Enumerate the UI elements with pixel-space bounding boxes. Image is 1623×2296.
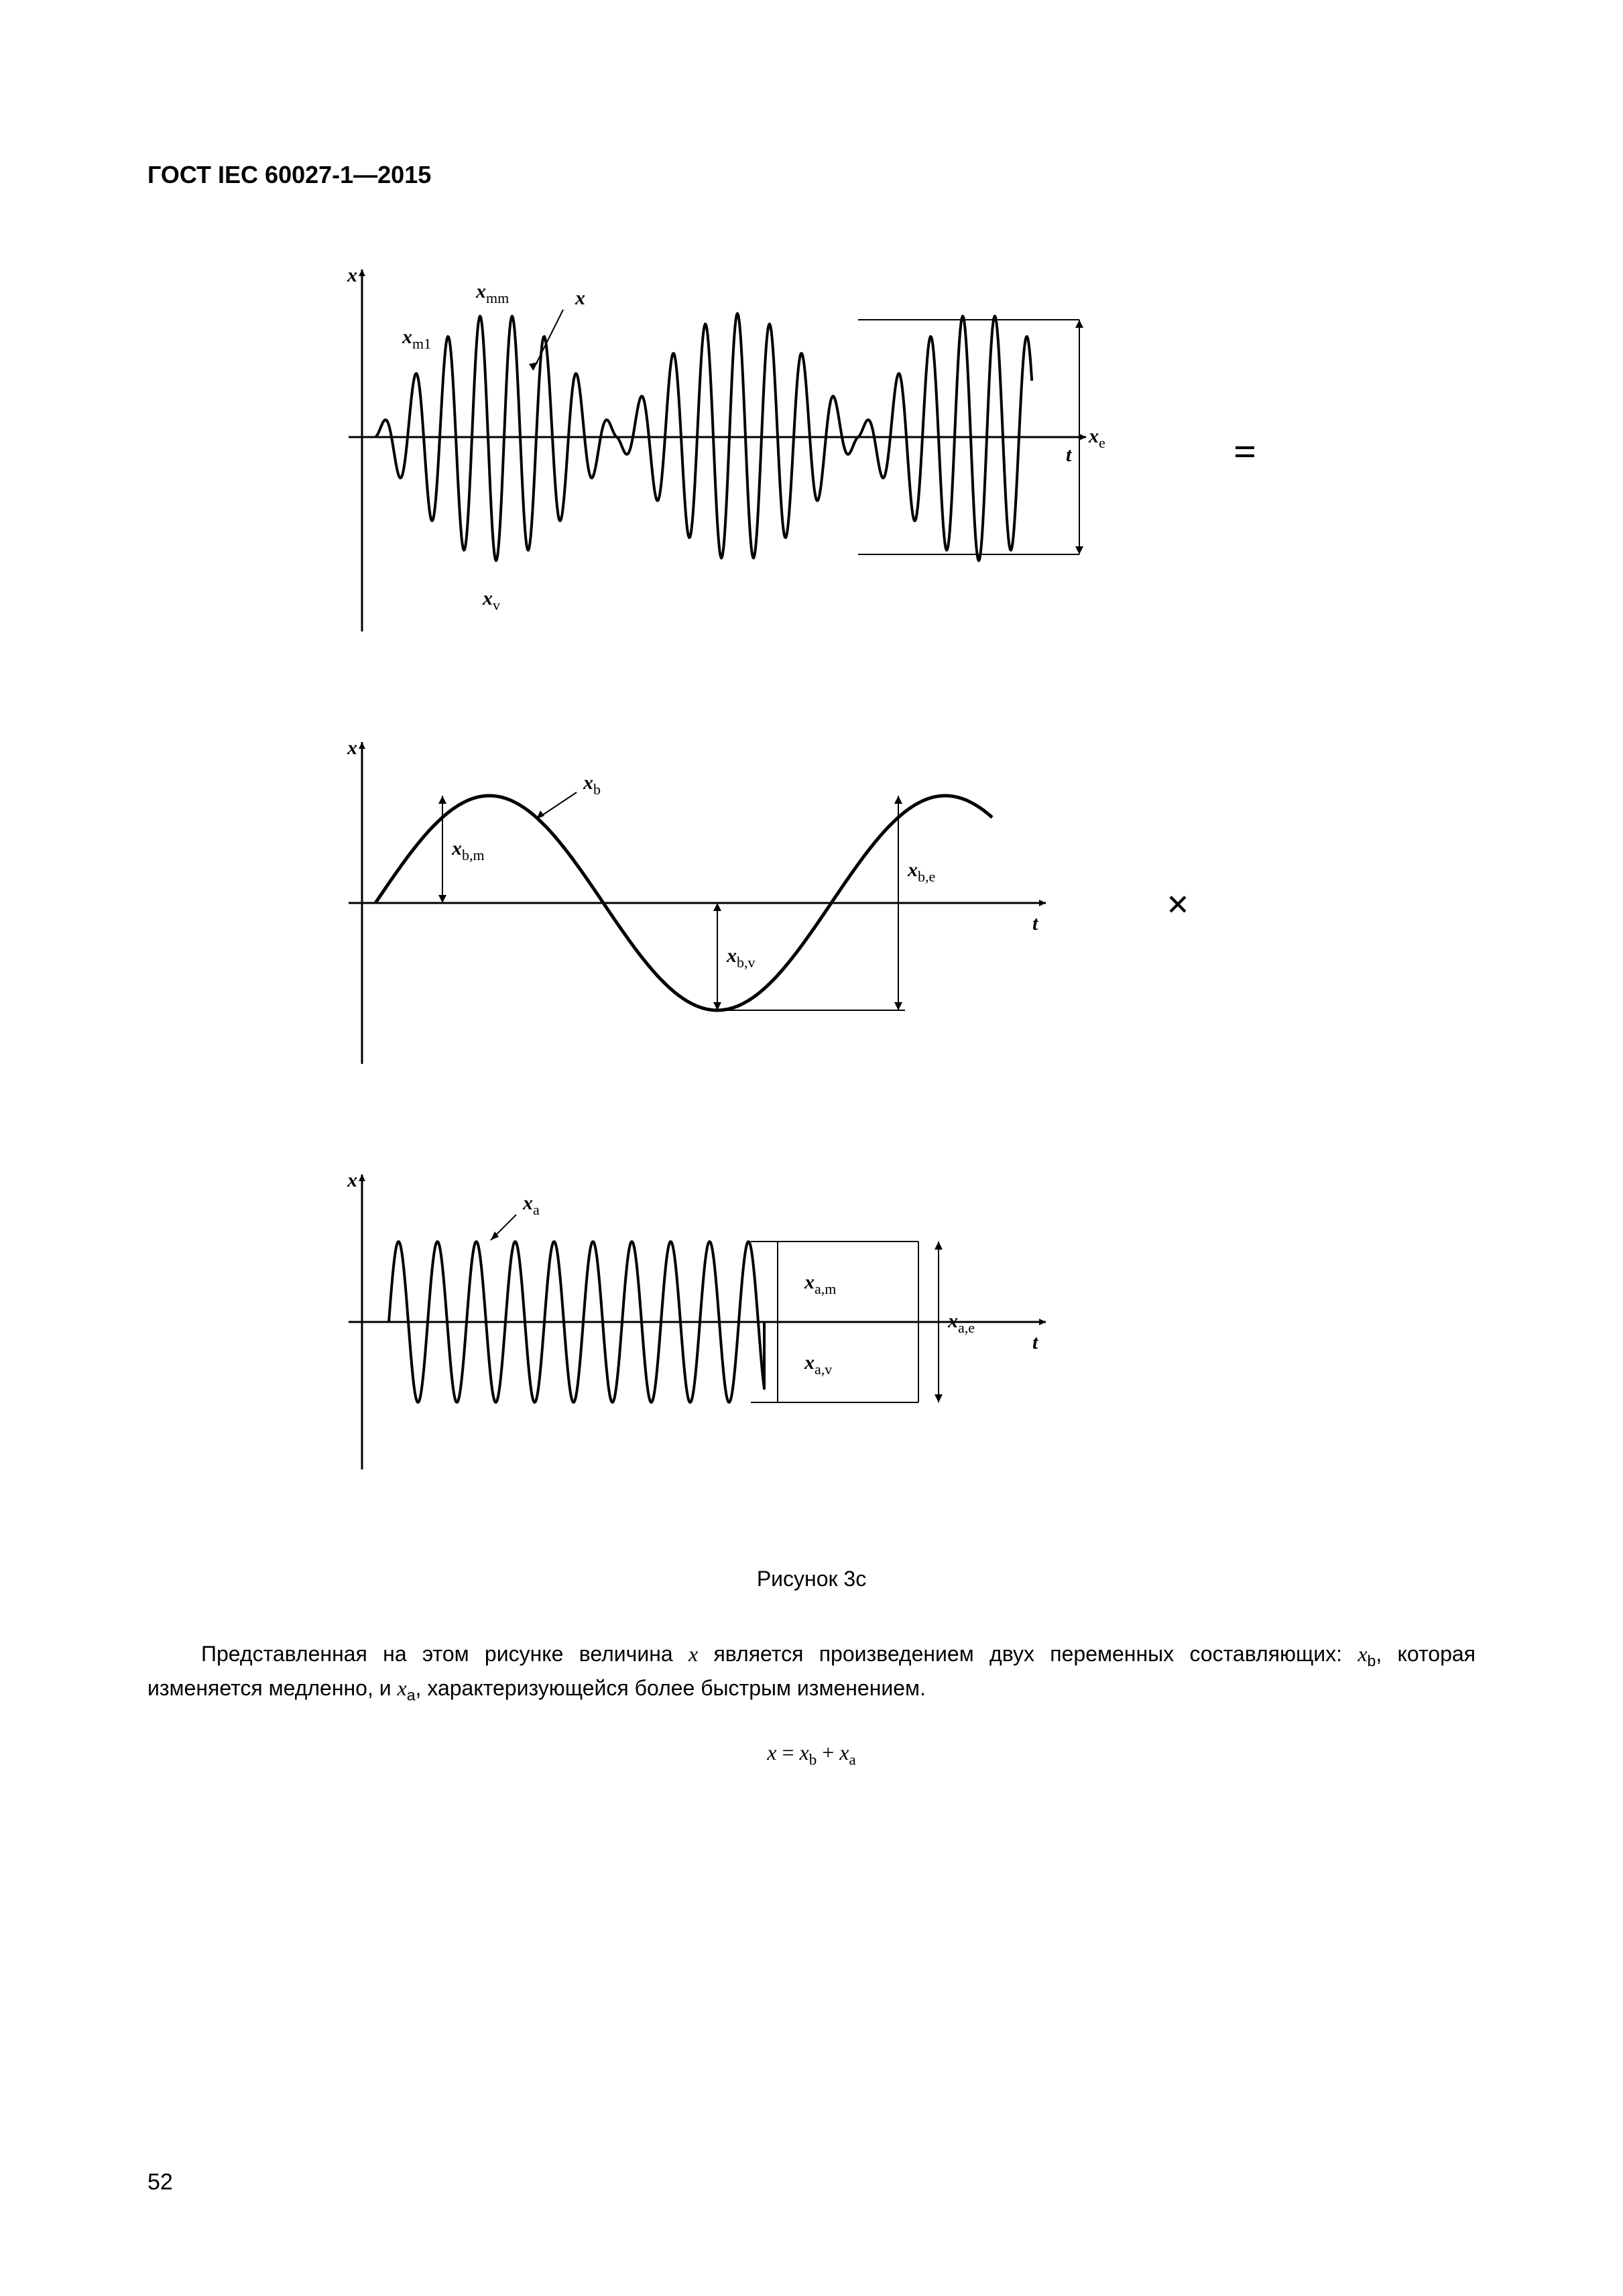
svg-text:xb,v: xb,v — [726, 945, 756, 971]
svg-text:t: t — [1032, 912, 1039, 934]
figure-1-row: x t xmm xm1 x xv xe = — [147, 256, 1476, 648]
figure-3: x t xa xa,m xa,v xa,e — [308, 1161, 1113, 1486]
figure-2: x t xb,m xb,v xb,e xb — [308, 729, 1113, 1081]
eq-lhs: x — [767, 1740, 776, 1764]
svg-text:x: x — [347, 737, 357, 759]
svg-text:xb,e: xb,e — [907, 859, 935, 885]
para-t2: является произведением двух переменных с… — [698, 1642, 1358, 1666]
figures-container: xtxmmxm1xxvxe = xtxb,mxb,vxb,exb × xtxax… — [147, 256, 1476, 1486]
figure-3-svg: x t xa xa,m xa,v xa,e — [308, 1161, 1113, 1483]
svg-text:xv: xv — [482, 587, 500, 613]
eq-plus: + — [817, 1740, 839, 1764]
svg-text:xe: xe — [1088, 425, 1105, 451]
eq-r2: x — [839, 1740, 849, 1764]
para-xa: x — [398, 1676, 407, 1700]
equals-operator: = — [1234, 429, 1256, 475]
svg-text:xmm: xmm — [475, 280, 509, 306]
figure-caption: Рисунок 3с — [147, 1567, 1476, 1591]
eq-eq: = — [776, 1740, 799, 1764]
svg-text:x: x — [347, 1169, 357, 1191]
svg-text:xa,m: xa,m — [804, 1271, 836, 1297]
svg-text:t: t — [1066, 444, 1073, 466]
figure-3-row: x t xa xa,m xa,v xa,e — [147, 1161, 1476, 1486]
eq-r2-sub: a — [849, 1750, 855, 1768]
svg-text:xb,m: xb,m — [451, 837, 485, 863]
times-operator: × — [1166, 882, 1189, 928]
para-xb: x — [1358, 1642, 1367, 1666]
eq-r1-sub: b — [809, 1750, 817, 1768]
body-paragraph: Представленная на этом рисунке величина … — [147, 1638, 1476, 1707]
document-header: ГОСТ IEC 60027-1—2015 — [147, 161, 1476, 189]
page-number: 52 — [147, 2169, 173, 2195]
page: ГОСТ IEC 60027-1—2015 x t xmm xm1 x xv xe = x t… — [0, 0, 1623, 2296]
para-xa-sub: a — [407, 1686, 416, 1703]
svg-text:xa: xa — [522, 1192, 540, 1218]
para-xb-sub: b — [1368, 1652, 1376, 1669]
figure-1-svg: x t xmm xm1 x xv xe — [308, 256, 1180, 645]
svg-text:x: x — [347, 264, 357, 286]
svg-text:xb: xb — [583, 772, 601, 798]
para-t4: , характеризующейся более быстрым измене… — [416, 1676, 926, 1700]
svg-text:xa,v: xa,v — [804, 1351, 832, 1378]
para-t1: Представленная на этом рисунке величина — [201, 1642, 688, 1666]
svg-text:xa,e: xa,e — [947, 1310, 975, 1336]
para-x: x — [688, 1642, 698, 1666]
figure-1: x t xmm xm1 x xv xe — [308, 256, 1180, 648]
svg-text:xm1: xm1 — [402, 326, 431, 352]
figure-2-svg: x t xb,m xb,v xb,e xb — [308, 729, 1113, 1077]
figure-2-row: x t xb,m xb,v xb,e xb × — [147, 729, 1476, 1081]
eq-r1: x — [800, 1740, 809, 1764]
svg-text:x: x — [575, 287, 585, 309]
svg-text:t: t — [1032, 1331, 1039, 1353]
equation: x = xb + xa — [147, 1740, 1476, 1768]
